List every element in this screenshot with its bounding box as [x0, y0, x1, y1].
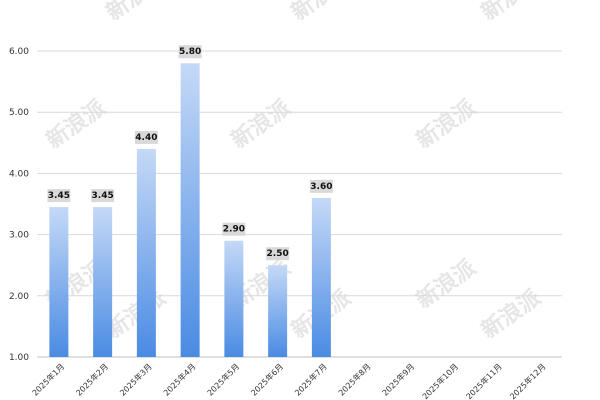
data-label-background: [134, 130, 158, 144]
x-tick-label: 2025年7月: [292, 361, 328, 397]
y-axis-ticks: 1.00 2.00 3.00 4.00 5.00 6.00: [9, 47, 29, 363]
watermark-text: 新浪派: [101, 0, 170, 26]
y-tick-label: 1.00: [9, 353, 29, 363]
data-labels: 3.45 3.45 4.40 5.80 2.90 2.50 3.60: [47, 45, 333, 261]
data-label-background: [222, 222, 246, 236]
data-label-background: [91, 189, 115, 203]
watermark-text: 新浪派: [476, 285, 545, 344]
watermark-layer: 新浪派新浪派新浪派新浪派新浪派新浪派新浪派新浪派新浪派新浪派新浪派新浪派: [41, 0, 545, 344]
y-tick-label: 4.00: [9, 169, 29, 179]
watermark-text: 新浪派: [411, 95, 480, 154]
y-tick-label: 5.00: [9, 108, 29, 118]
x-tick-label: 2025年5月: [205, 361, 241, 397]
bar: [224, 240, 244, 357]
x-tick-label: 2025年3月: [117, 361, 153, 397]
watermark-text: 新浪派: [226, 95, 295, 154]
data-label: 3.45: [48, 191, 70, 201]
data-label-background: [47, 189, 71, 203]
data-label-background: [266, 247, 290, 261]
y-tick-label: 3.00: [9, 231, 29, 241]
bar: [49, 207, 69, 357]
bar: [268, 265, 288, 357]
x-tick-label: 2025年12月: [508, 361, 548, 400]
watermark-text: 新浪派: [411, 255, 480, 314]
y-tick-label: 6.00: [9, 47, 29, 57]
x-tick-label: 2025年2月: [74, 361, 110, 397]
data-label: 4.40: [135, 133, 157, 143]
grid-lines: [37, 50, 562, 358]
watermark-text: 新浪派: [41, 95, 110, 154]
bar-series: [49, 63, 331, 358]
x-tick-label: 2025年8月: [336, 361, 372, 397]
data-label-background: [309, 179, 333, 193]
x-tick-label: 2025年9月: [380, 361, 416, 397]
bar: [93, 207, 113, 357]
bar: [180, 63, 200, 358]
x-tick-label: 2025年11月: [464, 361, 504, 400]
data-label: 5.80: [179, 47, 201, 57]
bar: [136, 148, 156, 357]
data-label: 2.50: [267, 249, 289, 259]
data-label: 3.60: [310, 182, 332, 192]
x-tick-label: 2025年4月: [161, 361, 197, 397]
data-label-background: [178, 45, 202, 59]
watermark-text: 新浪派: [476, 0, 545, 26]
x-tick-label: 2025年1月: [30, 361, 66, 397]
bar: [311, 197, 331, 357]
y-tick-label: 2.00: [9, 292, 29, 302]
x-axis-ticks: 2025年1月 2025年2月 2025年3月 2025年4月 2025年5月 2025年…: [30, 361, 548, 400]
x-tick-label: 2025年6月: [249, 361, 285, 397]
x-tick-label: 2025年10月: [420, 361, 460, 400]
data-label: 2.90: [223, 225, 245, 235]
watermark-text: 新浪派: [286, 0, 355, 26]
data-label: 3.45: [92, 191, 114, 201]
